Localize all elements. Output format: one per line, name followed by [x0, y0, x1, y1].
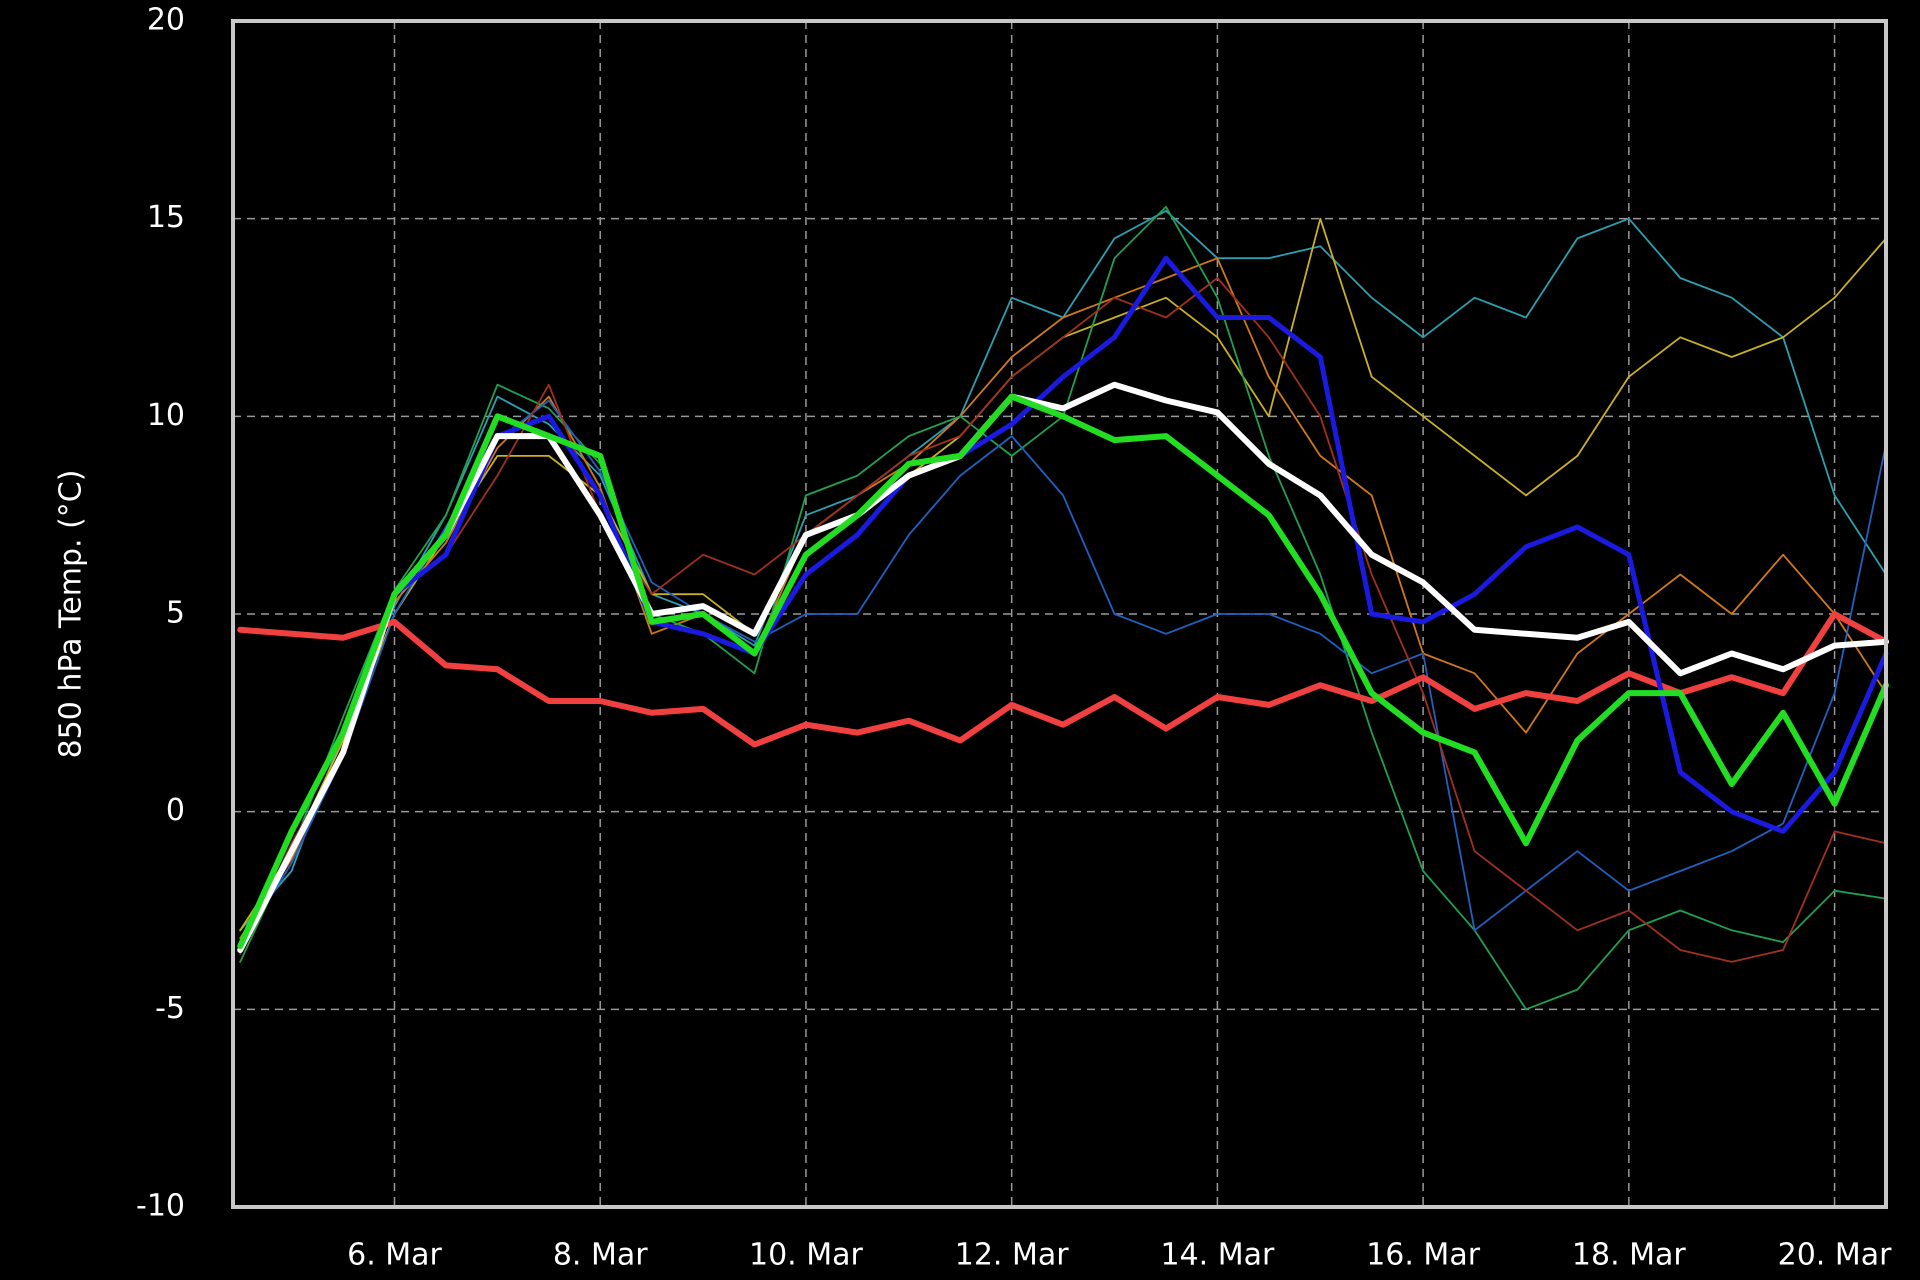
- x-tick-label: 20. Mar: [1778, 1238, 1893, 1273]
- y-tick-label: 15: [147, 200, 185, 235]
- y-axis-label: 850 hPa Temp. (°C): [54, 470, 89, 759]
- y-tick-label: 20: [147, 3, 185, 38]
- x-tick-label: 14. Mar: [1160, 1238, 1275, 1273]
- series-line: [237, 393, 1889, 950]
- y-tick-label: -5: [155, 991, 185, 1026]
- x-tick-label: 18. Mar: [1572, 1238, 1687, 1273]
- x-tick-label: 6. Mar: [347, 1238, 442, 1273]
- y-tick-label: 5: [166, 596, 185, 631]
- series-line: [237, 255, 1889, 953]
- series-line: [237, 381, 1889, 953]
- x-tick-label: 12. Mar: [955, 1238, 1070, 1273]
- x-tick-label: 8. Mar: [553, 1238, 648, 1273]
- x-tick-label: 16. Mar: [1366, 1238, 1481, 1273]
- plot-frame: [231, 19, 1888, 1209]
- x-tick-label: 10. Mar: [749, 1238, 864, 1273]
- series-line: [237, 611, 1889, 748]
- y-tick-label: 0: [166, 793, 185, 828]
- y-tick-label: -10: [136, 1189, 185, 1224]
- series-line: [239, 277, 1887, 963]
- lines: [237, 205, 1889, 1011]
- y-tick-label: 10: [147, 398, 185, 433]
